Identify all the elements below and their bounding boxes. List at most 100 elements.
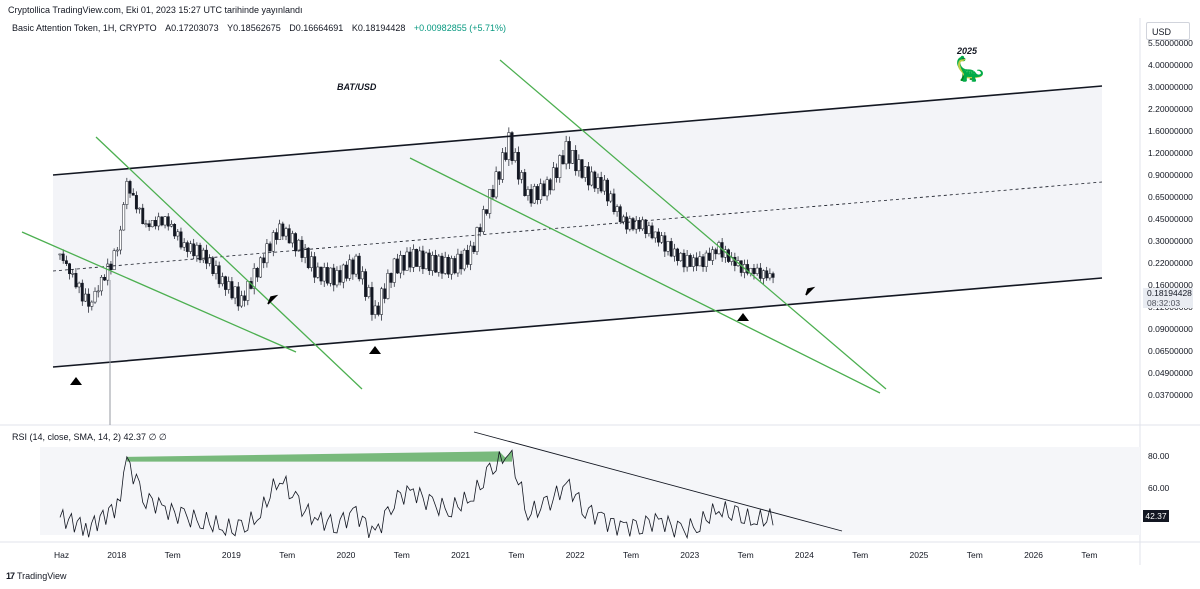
candle-body	[341, 264, 345, 283]
price-tick: 0.45000000	[1148, 214, 1193, 224]
candle-body	[227, 281, 231, 290]
price-tick: 0.06500000	[1148, 346, 1193, 356]
candle-body	[160, 216, 164, 226]
candle-body	[755, 267, 759, 274]
price-tick: 4.00000000	[1148, 60, 1193, 70]
candle-body	[367, 287, 371, 297]
candle-body	[707, 252, 711, 261]
candle-body	[252, 268, 256, 289]
candle-body	[618, 206, 622, 223]
candle-body	[290, 233, 294, 244]
candle-body	[567, 141, 571, 164]
channel-upper-line[interactable]	[52, 85, 1103, 176]
wedge-line-1b[interactable]	[95, 136, 363, 390]
candle-body	[80, 282, 84, 302]
candle-body	[478, 227, 482, 233]
candle-body	[564, 141, 568, 165]
candle-body	[338, 270, 342, 283]
candle-body	[663, 235, 667, 252]
candle-body	[657, 231, 660, 243]
wedge-line-2b[interactable]	[499, 59, 887, 390]
candle-body	[440, 255, 444, 274]
candle-body	[173, 223, 177, 237]
candle-body	[150, 220, 154, 228]
candle-body	[300, 239, 304, 258]
time-tick: Tem	[508, 550, 524, 560]
candle-body	[507, 132, 511, 160]
candle-body	[558, 155, 562, 179]
candle-body	[275, 232, 278, 240]
candle-body	[198, 244, 202, 261]
candle-body	[246, 281, 250, 301]
candle-body	[87, 293, 91, 307]
candle-body	[58, 253, 62, 256]
wedge-lines	[21, 59, 887, 394]
rsi-trendline[interactable]	[473, 431, 843, 532]
low-value: D0.16664691	[289, 23, 344, 33]
candle-body	[386, 273, 390, 299]
candle-body	[348, 259, 352, 279]
time-tick: 2020	[337, 550, 356, 560]
candle-body	[268, 243, 272, 252]
candle-body	[685, 255, 689, 268]
channel-lower-line[interactable]	[52, 277, 1103, 368]
candle-body	[551, 167, 555, 191]
candle-body	[402, 254, 406, 271]
candle-body	[593, 171, 597, 189]
symbol-name[interactable]: Basic Attention Token, 1H, CRYPTO	[12, 23, 157, 33]
candle-body	[157, 216, 161, 227]
price-tick: 2.20000000	[1148, 104, 1193, 114]
tradingview-footer[interactable]: 17 TradingView	[6, 571, 67, 581]
candle-body	[163, 216, 167, 226]
candle-body	[240, 295, 243, 307]
candle-body	[561, 155, 565, 165]
candle-body	[682, 252, 686, 268]
candle-body	[583, 166, 587, 178]
candle-body	[224, 276, 227, 290]
candle-body	[354, 255, 358, 275]
candle-body	[758, 267, 762, 279]
candle-body	[653, 231, 657, 239]
candle-body	[284, 228, 288, 237]
candle-body	[631, 218, 635, 230]
candle-body	[641, 219, 644, 230]
candle-body	[679, 252, 683, 262]
time-tick: Tem	[852, 550, 868, 560]
price-tick: 0.22000000	[1148, 258, 1193, 268]
candle-body	[294, 233, 298, 252]
channel-midline[interactable]	[52, 181, 1103, 272]
chart-title-annotation: BAT/USD	[337, 82, 377, 92]
wedge-line-1a[interactable]	[21, 231, 297, 353]
candle-body	[704, 252, 708, 268]
candle-body	[555, 167, 559, 179]
candles-group	[58, 127, 775, 321]
rsi-line[interactable]	[59, 449, 774, 540]
candle-body	[182, 242, 186, 248]
candle-body	[501, 152, 504, 180]
candle-body	[93, 291, 97, 303]
candle-body	[255, 268, 259, 278]
candle-body	[752, 268, 756, 274]
candle-body	[322, 267, 326, 282]
candle-body	[380, 288, 383, 315]
candle-body	[259, 257, 263, 278]
bottom-marker-1	[70, 377, 82, 385]
price-axis[interactable]: 5.50000000 4.00000000 3.00000000 2.20000000…	[1148, 38, 1193, 400]
candle-body	[214, 265, 218, 274]
candle-body	[399, 254, 403, 274]
price-tick: 3.00000000	[1148, 82, 1193, 92]
candle-body	[208, 257, 212, 264]
candle-body	[96, 290, 100, 293]
time-axis[interactable]: Haz 2018 Tem 2019 Tem 2020 Tem 2021 Tem 2022 Tem 20…	[54, 550, 1097, 560]
candle-body	[437, 255, 441, 273]
bottom-marker-3	[737, 313, 749, 321]
currency-button[interactable]: USD	[1146, 22, 1190, 40]
candle-body	[316, 266, 320, 278]
candle-body	[421, 250, 425, 270]
wedge-line-2a[interactable]	[409, 157, 881, 394]
candle-body	[189, 243, 192, 252]
candle-body	[481, 209, 485, 233]
candle-body	[217, 265, 221, 285]
candle-body	[64, 260, 68, 264]
